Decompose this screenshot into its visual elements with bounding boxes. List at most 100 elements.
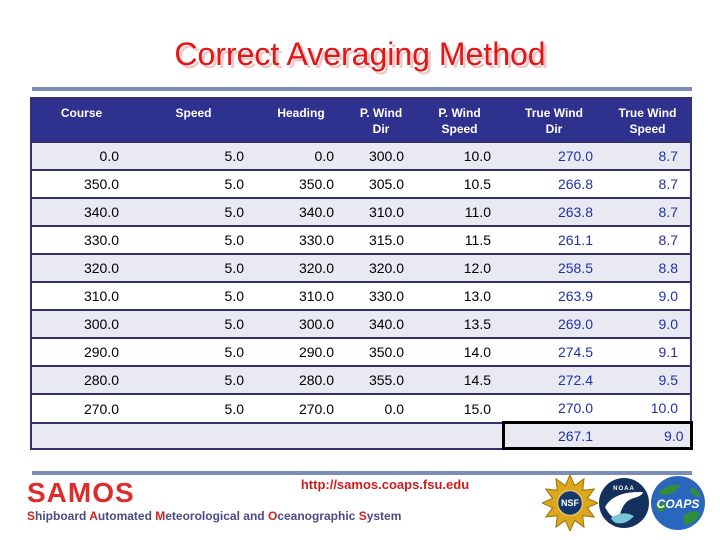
- table-cell: 8.7: [605, 197, 691, 227]
- samos-wordmark: SAMOS: [27, 477, 135, 508]
- table-row: 340.0 5.0 340.0 310.0 11.0 263.8 8.7: [31, 197, 691, 227]
- table-cell: 8.8: [605, 253, 691, 283]
- table-cell: 5.0: [131, 253, 256, 283]
- nsf-logo-label: NSF: [561, 498, 580, 508]
- summary-blank-cell: [31, 421, 503, 449]
- table-header-row: Course Speed Heading P. Wind Dir P. Wind Spe…: [31, 98, 691, 143]
- table-cell: 10.5: [416, 169, 503, 199]
- table-cell: 269.0: [503, 309, 605, 339]
- table-cell: 5.0: [131, 281, 256, 311]
- coaps-logo-label: COAPS: [657, 497, 700, 511]
- nsf-logo-icon: NSF: [542, 475, 598, 531]
- expansion-word: Shipboard: [27, 509, 87, 523]
- table-cell: 300.0: [346, 141, 416, 171]
- table-cell: 8.7: [605, 169, 691, 199]
- table-row: 280.0 5.0 280.0 355.0 14.5 272.4 9.5: [31, 365, 691, 395]
- table-cell: 5.0: [131, 365, 256, 395]
- table-cell: 315.0: [346, 225, 416, 255]
- table-cell: 0.0: [31, 141, 131, 171]
- expansion-word: Oceanographic: [267, 509, 356, 523]
- table-row: 270.0 5.0 270.0 0.0 15.0 270.0 10.0: [31, 393, 691, 423]
- table-cell: 5.0: [131, 393, 256, 423]
- table-cell: 330.0: [346, 281, 416, 311]
- summary-row: 267.1 9.0: [31, 421, 693, 451]
- expansion-word: and: [243, 509, 265, 523]
- table-cell: 14.0: [416, 337, 503, 367]
- table-cell: 5.0: [131, 169, 256, 199]
- table-cell: 350.0: [346, 337, 416, 367]
- table-cell: 340.0: [346, 309, 416, 339]
- table-cell: 330.0: [31, 225, 131, 255]
- wind-averaging-table: Course Speed Heading P. Wind Dir P. Wind Spe…: [30, 97, 693, 451]
- table-row: 310.0 5.0 310.0 330.0 13.0 263.9 9.0: [31, 281, 691, 311]
- table-cell: 9.1: [605, 337, 691, 367]
- samos-url-link[interactable]: http://samos.coaps.fsu.edu: [300, 477, 470, 492]
- table-cell: 305.0: [346, 169, 416, 199]
- table-cell: 320.0: [346, 253, 416, 283]
- table-cell: 350.0: [31, 169, 131, 199]
- average-true-wind-dir: 267.1: [501, 421, 605, 451]
- table-cell: 290.0: [31, 337, 131, 367]
- footer-divider-rule: [32, 471, 692, 475]
- expansion-word: Meteorological: [155, 509, 240, 523]
- table-cell: 300.0: [256, 309, 346, 339]
- table-cell: 14.5: [416, 365, 503, 395]
- expansion-word: Automated: [89, 509, 152, 523]
- table-cell: 263.8: [503, 197, 605, 227]
- column-header: P. Wind Dir: [346, 98, 416, 143]
- column-header: Course: [31, 98, 131, 143]
- table-cell: 270.0: [256, 393, 346, 423]
- table-cell: 15.0: [416, 393, 503, 423]
- table-cell: 9.0: [605, 309, 691, 339]
- table-cell: 11.5: [416, 225, 503, 255]
- table-cell: 270.0: [31, 393, 131, 423]
- expansion-word: System: [358, 509, 402, 523]
- title-underline-rule: [32, 87, 692, 91]
- samos-logo-block: SAMOS Shipboard Automated Meteorological…: [27, 477, 402, 524]
- table-cell: 355.0: [346, 365, 416, 395]
- table-cell: 13.5: [416, 309, 503, 339]
- table-body: 0.0 5.0 0.0 300.0 10.0 270.0 8.7 350.0 5.0 350.0 3…: [31, 141, 693, 451]
- table-cell: 290.0: [256, 337, 346, 367]
- table-cell: 310.0: [31, 281, 131, 311]
- table-cell: 263.9: [503, 281, 605, 311]
- table-cell: 9.5: [605, 365, 691, 395]
- table-cell: 5.0: [131, 141, 256, 171]
- table-cell: 280.0: [256, 365, 346, 395]
- table-cell: 270.0: [503, 141, 605, 171]
- table-cell: 9.0: [605, 281, 691, 311]
- noaa-logo-icon: NOAA: [599, 478, 649, 528]
- table-cell: 12.0: [416, 253, 503, 283]
- table-cell: 310.0: [346, 197, 416, 227]
- table-cell: 5.0: [131, 197, 256, 227]
- table-cell: 258.5: [503, 253, 605, 283]
- table-cell: 274.5: [503, 337, 605, 367]
- table-row: 320.0 5.0 320.0 320.0 12.0 258.5 8.8: [31, 253, 691, 283]
- column-header: Heading: [256, 98, 346, 143]
- average-true-wind-speed: 9.0: [605, 421, 693, 451]
- table-header: Course Speed Heading P. Wind Dir P. Wind Spe…: [31, 98, 691, 143]
- table-cell: 10.0: [605, 393, 691, 423]
- table-cell: 270.0: [503, 393, 605, 423]
- table-cell: 300.0: [31, 309, 131, 339]
- table-cell: 272.4: [503, 365, 605, 395]
- table-cell: 280.0: [31, 365, 131, 395]
- table-cell: 310.0: [256, 281, 346, 311]
- table-cell: 266.8: [503, 169, 605, 199]
- table-cell: 340.0: [31, 197, 131, 227]
- table-cell: 5.0: [131, 337, 256, 367]
- table-cell: 8.7: [605, 141, 691, 171]
- table-cell: 13.0: [416, 281, 503, 311]
- column-header: Speed: [131, 98, 256, 143]
- table-cell: 8.7: [605, 225, 691, 255]
- table-cell: 5.0: [131, 225, 256, 255]
- table-cell: 11.0: [416, 197, 503, 227]
- table-row: 350.0 5.0 350.0 305.0 10.5 266.8 8.7: [31, 169, 691, 199]
- table-cell: 330.0: [256, 225, 346, 255]
- table-row: 330.0 5.0 330.0 315.0 11.5 261.1 8.7: [31, 225, 691, 255]
- table-cell: 261.1: [503, 225, 605, 255]
- table-cell: 10.0: [416, 141, 503, 171]
- table-row: 300.0 5.0 300.0 340.0 13.5 269.0 9.0: [31, 309, 691, 339]
- table-cell: 320.0: [31, 253, 131, 283]
